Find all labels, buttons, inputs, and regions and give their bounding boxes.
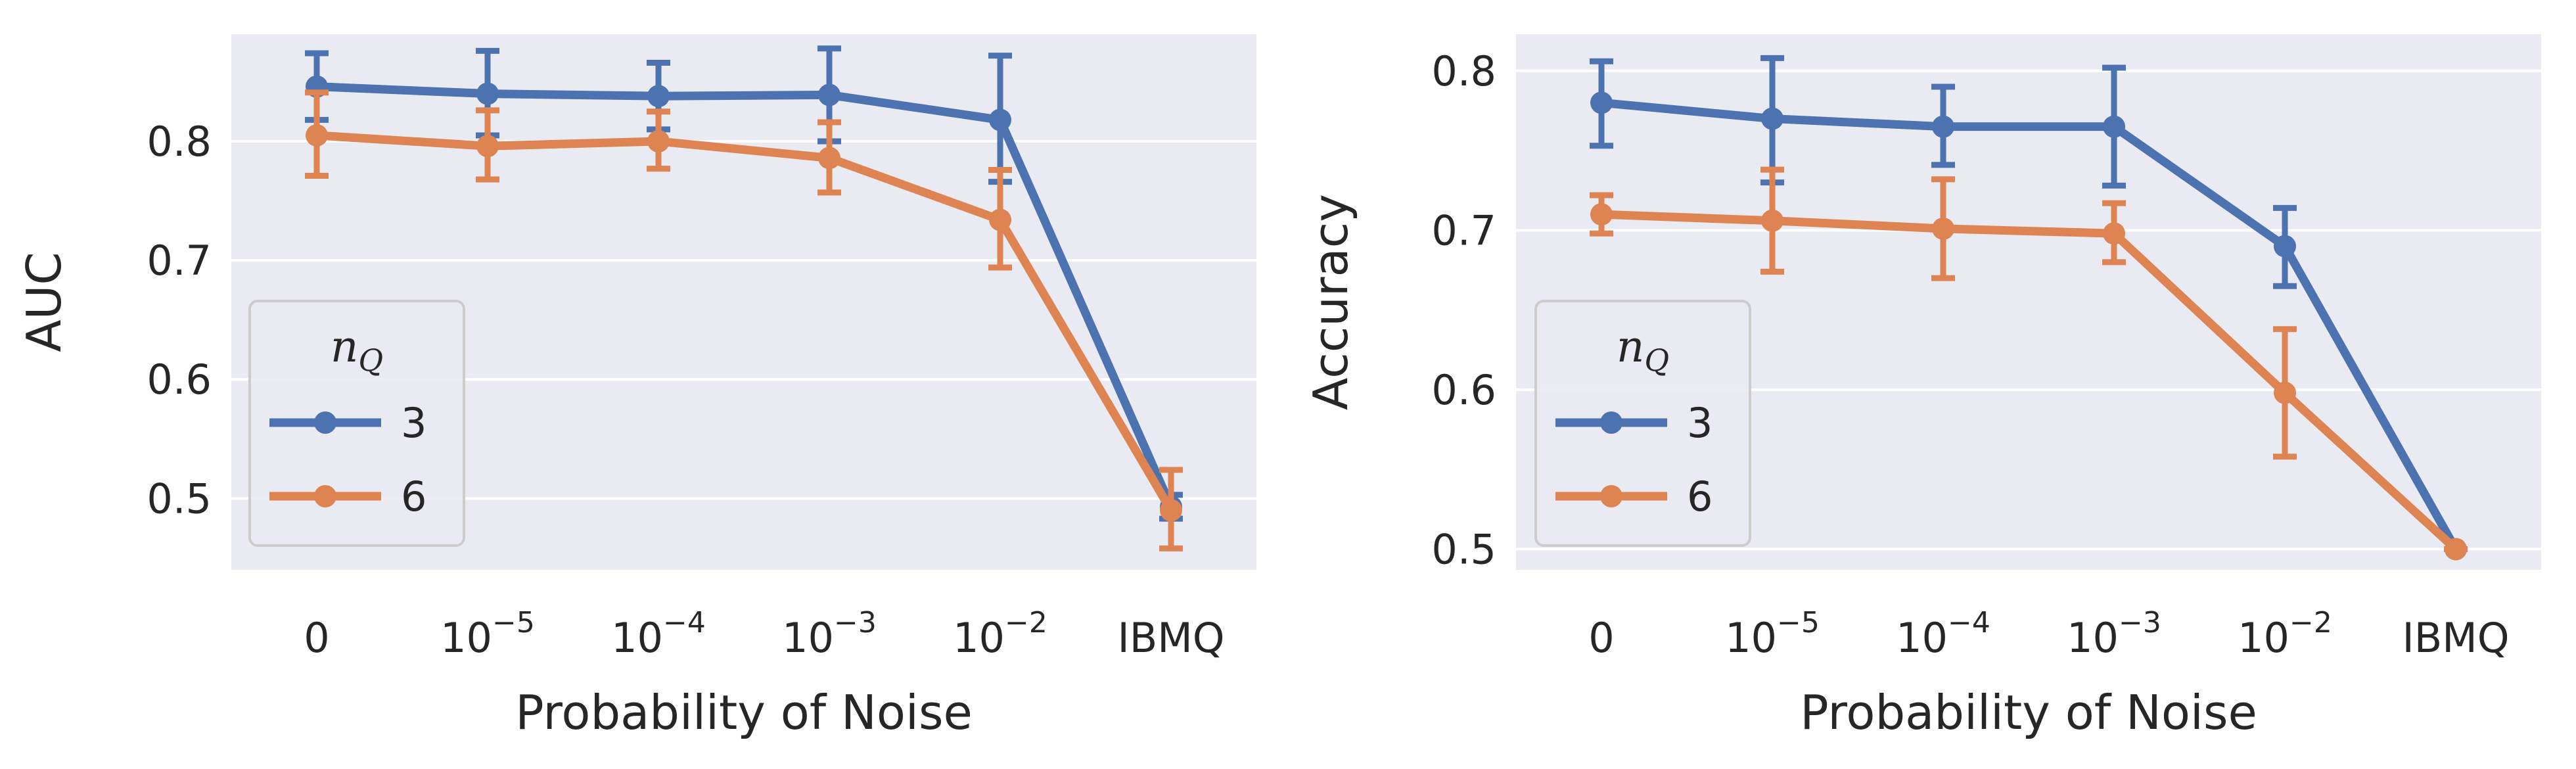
- x-tick-exponent: −3: [834, 606, 877, 640]
- x-tick-exponent: −5: [1777, 606, 1820, 640]
- series-6: [1590, 166, 2468, 561]
- x-tick-label: 0: [1588, 614, 1614, 662]
- data-point: [476, 82, 499, 105]
- series-line: [316, 82, 1175, 509]
- legend: nQ 3 6: [1534, 300, 1751, 547]
- legend-swatch-marker: [1600, 411, 1622, 434]
- x-tick-label: 10−5: [1725, 606, 1820, 662]
- x-tick-base: 10: [782, 614, 834, 662]
- x-tick-label: 10−4: [1896, 606, 1990, 662]
- x-tick-base: 10: [953, 614, 1005, 662]
- data-point: [647, 130, 670, 152]
- x-tick-label: 10−2: [953, 606, 1047, 662]
- legend-label: 3: [401, 399, 426, 447]
- data-point: [2274, 235, 2296, 258]
- y-tick-label: 0.7: [147, 237, 212, 285]
- legend-entry-6: 6: [269, 473, 426, 521]
- y-tick-label: 0.6: [1431, 366, 1496, 414]
- x-tick-base: 10: [1896, 614, 1948, 662]
- y-tick-label: 0.5: [1431, 525, 1496, 573]
- legend-label: 6: [401, 473, 426, 521]
- x-axis-label: Probability of Noise: [1800, 685, 2257, 740]
- x-tick-base: IBMQ: [1117, 614, 1224, 662]
- data-point: [2274, 381, 2296, 404]
- data-point: [1761, 107, 1783, 130]
- legend-entry-3: 3: [1555, 399, 1713, 447]
- x-tick-base: IBMQ: [2402, 614, 2509, 662]
- x-tick-label: 10−2: [2238, 606, 2332, 662]
- legend-title: nQ: [1617, 321, 1669, 378]
- x-tick-label: 10−3: [782, 606, 877, 662]
- x-tick-label: 0: [304, 614, 329, 662]
- legend-swatch-marker: [314, 411, 336, 434]
- data-point: [1590, 203, 1613, 226]
- x-tick-exponent: −4: [1948, 606, 1990, 640]
- data-point: [2103, 222, 2125, 245]
- x-tick-exponent: −4: [663, 606, 706, 640]
- data-point: [989, 108, 1011, 131]
- y-axis-label: Accuracy: [1303, 194, 1358, 410]
- x-tick-base: 10: [1725, 614, 1777, 662]
- y-tick-label: 0.5: [147, 475, 212, 523]
- x-tick-exponent: −5: [492, 606, 535, 640]
- data-point: [2445, 538, 2467, 561]
- x-tick-base: 10: [2067, 614, 2119, 662]
- data-point: [818, 147, 840, 170]
- x-tick-exponent: −3: [2119, 606, 2161, 640]
- y-tick-label: 0.8: [1431, 47, 1496, 95]
- legend-swatch-marker: [314, 485, 336, 507]
- data-point: [1932, 115, 1954, 138]
- x-tick-base: 10: [611, 614, 663, 662]
- series-6: [305, 89, 1183, 551]
- chart-accuracy: 0.50.60.70.80 10−5 10−4 10−3 10−2 IBMQProbabi…: [1303, 34, 2541, 740]
- x-tick-base: 10: [440, 614, 492, 662]
- legend: nQ 3 6: [248, 300, 465, 547]
- legend-label: 3: [1687, 399, 1713, 447]
- x-tick-exponent: −2: [1005, 606, 1047, 640]
- data-point: [1761, 209, 1783, 232]
- x-tick-label: IBMQ: [1117, 614, 1224, 662]
- data-point: [2103, 115, 2125, 138]
- series-line: [1601, 210, 2459, 553]
- chart-auc: 0.50.60.70.80 10−5 10−4 10−3 10−2 IBMQProbabi…: [16, 34, 1256, 740]
- data-point: [647, 85, 670, 108]
- x-tick-label: 10−3: [2067, 606, 2161, 662]
- data-point: [818, 83, 840, 106]
- x-axis-label: Probability of Noise: [515, 685, 973, 740]
- data-point: [1160, 499, 1182, 522]
- y-tick-label: 0.8: [147, 118, 212, 166]
- x-tick-base: 0: [304, 614, 329, 662]
- x-tick-label: 10−5: [440, 606, 535, 662]
- data-point: [476, 135, 499, 158]
- data-point: [306, 124, 328, 147]
- data-point: [1590, 91, 1613, 114]
- legend-entry-3: 3: [269, 399, 426, 447]
- legend-swatch-marker: [1600, 485, 1622, 507]
- series-line: [316, 131, 1175, 513]
- y-tick-label: 0.7: [1431, 206, 1496, 254]
- data-point: [1932, 217, 1954, 240]
- data-point: [989, 208, 1011, 231]
- x-tick-base: 10: [2238, 614, 2289, 662]
- x-tick-base: 0: [1588, 614, 1614, 662]
- y-axis-label: AUC: [16, 252, 72, 352]
- x-tick-label: 10−4: [611, 606, 706, 662]
- legend-entry-6: 6: [1555, 473, 1713, 521]
- x-tick-exponent: −2: [2289, 606, 2332, 640]
- x-tick-label: IBMQ: [2402, 614, 2509, 662]
- legend-label: 6: [1687, 473, 1713, 521]
- y-tick-label: 0.6: [147, 356, 212, 404]
- series-line: [1601, 98, 2460, 551]
- legend-title: nQ: [331, 321, 383, 378]
